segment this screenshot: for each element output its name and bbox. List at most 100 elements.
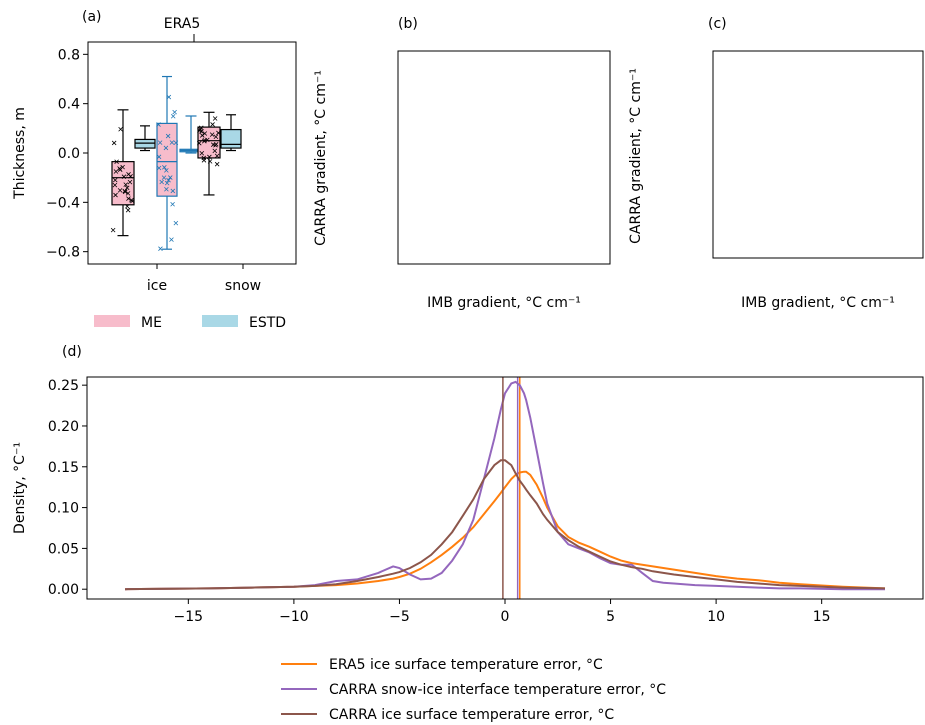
box-point [125,207,131,213]
box-point [156,154,162,160]
box-point [118,126,123,132]
box-point [164,186,169,192]
box-point [117,166,122,171]
panel-a-ytick-label: 0.0 [58,146,80,162]
panel-b-ylabel: CARRA gradient, °C cm⁻¹ [313,70,329,246]
box-point [127,179,133,185]
box-point [212,116,218,121]
panel-a-plot [110,75,242,251]
box-body [134,138,156,149]
legend-label-1: ERA5 ice surface temperature error, °C [329,657,603,673]
box-point [173,220,179,226]
box-point [123,182,129,187]
box-point [169,237,174,242]
panel-c-label: (c) [708,16,727,32]
box-point [112,177,118,183]
box-point [112,182,118,188]
panel-c-xlabel: IMB gradient, °C cm⁻¹ [741,295,895,311]
box-point [164,180,170,186]
panel-d-ylabel: Density, °C⁻¹ [12,442,28,534]
panel-b-frame [397,50,611,265]
panel-b: (b) IMB gradient, °C cm⁻¹ CARRA gradient… [313,16,611,311]
legend-label-2: CARRA snow-ice interface temperature err… [329,682,666,698]
panel-b-label: (b) [398,16,418,32]
box-point [122,188,128,194]
box-point [216,130,221,136]
panel-d-y-axis: 0.00 0.05 0.10 0.15 0.20 0.25 [48,378,87,598]
box-point [199,133,205,138]
box-point [214,161,220,167]
panel-a-ytick-label: −0.4 [46,195,80,211]
box-point [202,131,208,136]
box-point [201,155,207,161]
box-point [157,140,163,145]
box-point [199,129,204,134]
panel-c-frame [712,50,924,259]
box-point [212,148,218,154]
box-point [124,185,130,191]
box-point [162,165,167,170]
panel-c-ylabel: CARRA gradient, °C cm⁻¹ [628,68,644,244]
box-point [117,188,123,193]
legend-swatch-me [94,315,130,327]
panel-d-ytick-label: 0.15 [48,460,79,476]
box-body [220,128,242,149]
legend-label-3: CARRA ice surface temperature error, °C [329,707,614,723]
box-point [110,227,116,233]
box-point [198,125,204,131]
box-point [114,159,119,165]
panel-d-label: (d) [62,344,82,360]
density-line-1 [124,470,886,591]
panel-d-xtick-label: 0 [501,609,510,625]
panel-d-ytick-label: 0.20 [48,419,79,435]
box-body [156,122,178,197]
panel-a-xtick-label: ice [147,278,167,294]
box-point [159,179,164,185]
box-point [163,145,169,151]
panel-a-ytick-label: −0.8 [46,245,80,261]
panel-d-legend: ERA5 ice surface temperature error, °C CA… [281,657,666,723]
panel-a-ytick-label: 0.8 [58,47,80,63]
panel-a-y-axis: −0.8 −0.4 0.0 0.4 0.8 [46,47,88,261]
box-point [111,140,117,146]
box-point [126,196,131,201]
box-point [173,140,179,146]
box-point [207,154,212,160]
panel-a-x-axis: ice snow [147,264,261,294]
legend-label-estd: ESTD [249,315,286,331]
box-point [210,122,215,127]
box-point [128,174,133,179]
panel-a-ylabel: Thickness, m [12,107,28,200]
panel-d-xtick-label: −10 [279,609,309,625]
box-point [214,153,220,159]
box-point [161,175,167,180]
box-point [164,168,169,173]
panel-d-plot [124,377,886,599]
box-point [125,191,131,196]
panel-a-legend: ME ESTD [94,315,286,331]
density-line-3 [124,459,886,591]
box-point [166,177,171,183]
box-point [158,246,163,251]
box-point [170,201,175,207]
box-point [210,142,216,148]
era5-annotation: ERA5 [164,16,201,32]
box-point [165,133,171,139]
panel-d: (d) 0.00 0.05 0.10 0.15 0.20 0.25 −15 −10 −5 0 5 1… [12,344,924,723]
box-point [156,165,162,171]
box-point [213,134,219,140]
panel-d-xtick-label: −5 [389,609,410,625]
density-line-2 [124,380,885,591]
panel-d-xtick-label: 10 [707,609,725,625]
panel-a-label: (a) [82,9,102,25]
panel-d-ytick-label: 0.05 [48,541,79,557]
box-point [129,197,134,203]
box-point [169,140,175,145]
box-point [113,192,118,198]
panel-a-ytick-label: 0.4 [58,97,80,113]
panel-d-ytick-label: 0.25 [48,378,79,394]
box-point [124,204,130,209]
box-point [170,188,176,194]
box-point [172,109,177,115]
box-point [166,94,172,100]
